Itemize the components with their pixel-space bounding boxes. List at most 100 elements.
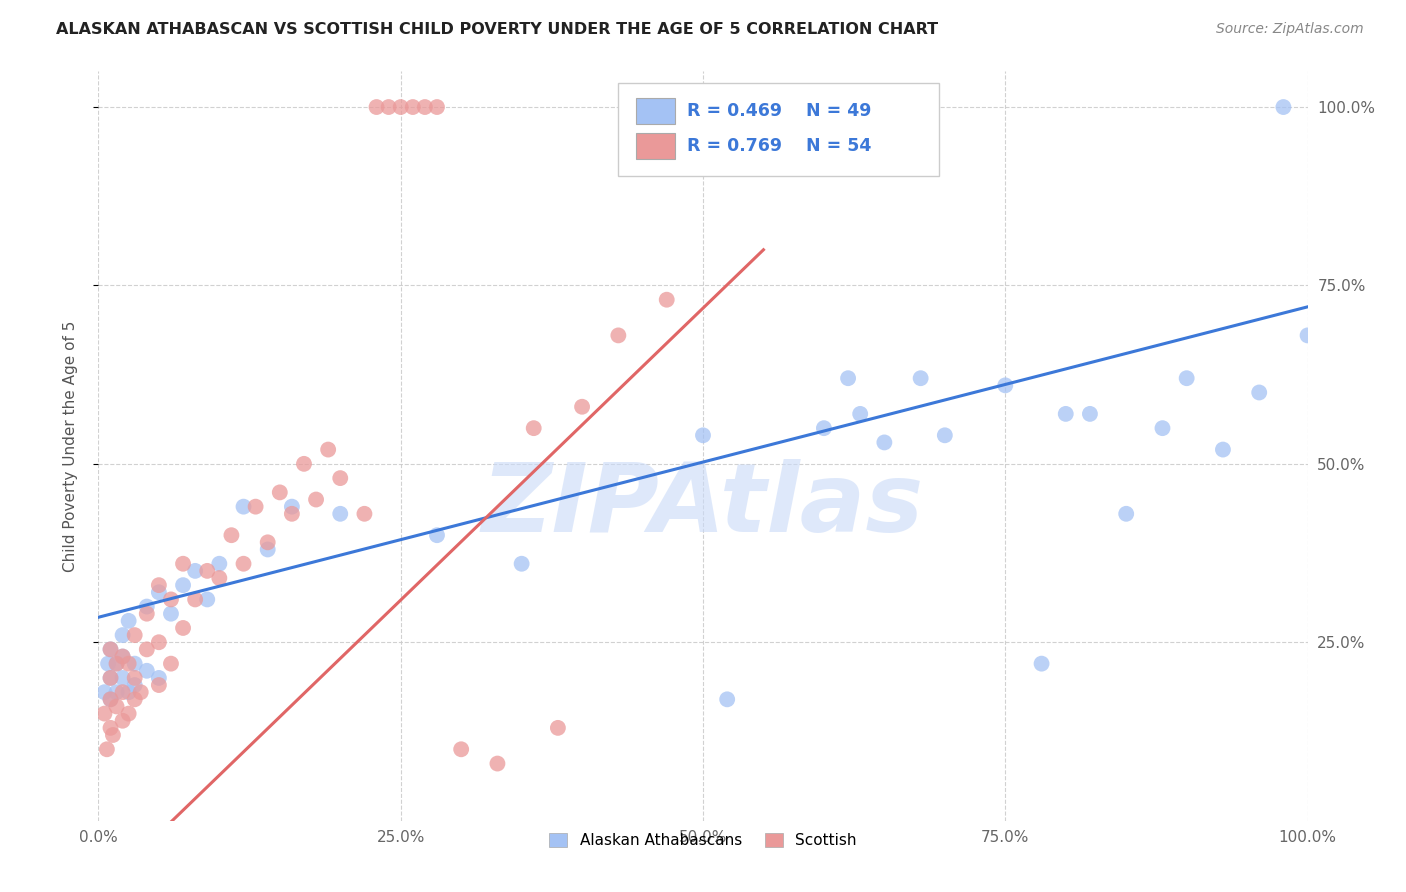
Point (450, 742, 472, 756)
Point (1115, 507, 1137, 521)
Point (329, 507, 352, 521)
Y-axis label: Child Poverty Under the Age of 5: Child Poverty Under the Age of 5 (63, 320, 77, 572)
Point (208, 571, 231, 585)
Point (172, 621, 194, 635)
Point (100, 671, 122, 685)
Text: ALASKAN ATHABASCAN VS SCOTTISH CHILD POVERTY UNDER THE AGE OF 5 CORRELATION CHAR: ALASKAN ATHABASCAN VS SCOTTISH CHILD POV… (56, 22, 938, 37)
Point (111, 628, 134, 642)
Point (402, 100, 425, 114)
Point (994, 378, 1017, 392)
Point (281, 507, 304, 521)
Point (118, 685, 141, 699)
Point (184, 564, 207, 578)
Point (100, 642, 122, 657)
Point (118, 657, 141, 671)
Text: Source: ZipAtlas.com: Source: ZipAtlas.com (1216, 22, 1364, 37)
Point (813, 421, 835, 435)
FancyBboxPatch shape (619, 83, 939, 177)
Point (281, 500, 304, 514)
Point (547, 721, 569, 735)
Point (377, 100, 399, 114)
Point (837, 371, 859, 385)
Point (232, 557, 254, 571)
Point (97, 657, 120, 671)
Point (510, 557, 533, 571)
Point (353, 507, 375, 521)
Point (195, 592, 218, 607)
Point (124, 692, 146, 706)
Text: R = 0.769    N = 54: R = 0.769 N = 54 (688, 136, 872, 155)
Point (232, 500, 254, 514)
Point (716, 692, 738, 706)
Point (389, 100, 412, 114)
Point (655, 293, 678, 307)
Point (873, 435, 896, 450)
Point (105, 657, 128, 671)
Bar (637, 133, 675, 159)
Point (1031, 657, 1053, 671)
Point (111, 714, 134, 728)
Point (124, 678, 146, 692)
Point (208, 557, 231, 571)
Point (124, 671, 146, 685)
Point (135, 664, 157, 678)
Point (256, 535, 278, 549)
Point (256, 542, 278, 557)
Point (135, 607, 157, 621)
Point (148, 578, 170, 592)
Point (1249, 385, 1271, 400)
Point (160, 592, 183, 607)
Point (160, 607, 183, 621)
Point (316, 442, 339, 457)
Point (160, 657, 183, 671)
Point (1152, 421, 1174, 435)
Point (1272, 100, 1295, 114)
Point (105, 657, 128, 671)
Point (148, 671, 170, 685)
Point (1175, 371, 1198, 385)
Point (910, 371, 932, 385)
Point (111, 649, 134, 664)
Point (1078, 407, 1101, 421)
Point (148, 635, 170, 649)
Point (486, 756, 509, 771)
Point (1296, 328, 1319, 343)
Point (607, 328, 630, 343)
Point (269, 485, 291, 500)
Point (366, 100, 388, 114)
Point (1212, 442, 1234, 457)
Point (101, 728, 124, 742)
Point (105, 685, 128, 699)
Point (172, 557, 194, 571)
Point (135, 642, 157, 657)
Point (100, 692, 122, 706)
Point (245, 500, 267, 514)
Legend: Alaskan Athabascans, Scottish: Alaskan Athabascans, Scottish (543, 827, 863, 855)
Point (571, 400, 593, 414)
Point (426, 100, 449, 114)
Point (692, 428, 714, 442)
Point (329, 471, 352, 485)
Point (172, 578, 194, 592)
Point (111, 649, 134, 664)
Point (129, 685, 152, 699)
Point (426, 528, 449, 542)
Point (124, 628, 146, 642)
Point (135, 599, 157, 614)
Point (93, 685, 115, 699)
Point (100, 671, 122, 685)
Point (100, 721, 122, 735)
Point (837, 100, 859, 114)
Point (413, 100, 436, 114)
Point (292, 457, 315, 471)
Point (221, 528, 243, 542)
Point (100, 642, 122, 657)
Point (523, 421, 546, 435)
Point (148, 585, 170, 599)
Point (184, 592, 207, 607)
Bar (637, 97, 675, 124)
Point (100, 692, 122, 706)
Point (124, 657, 146, 671)
Point (305, 492, 328, 507)
Text: R = 0.469    N = 49: R = 0.469 N = 49 (688, 102, 872, 120)
